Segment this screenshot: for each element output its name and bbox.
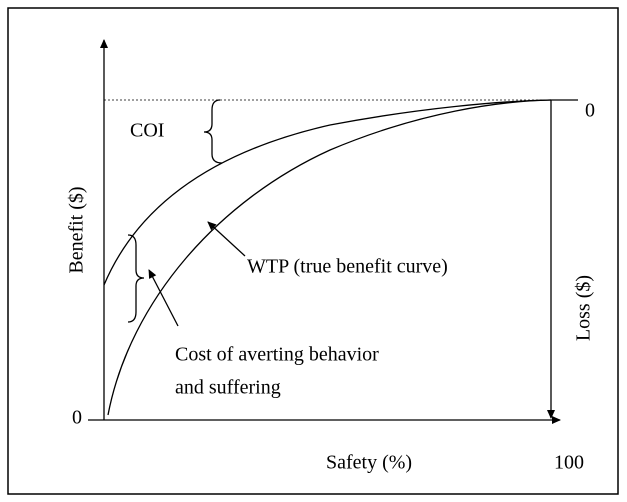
upper-curve [103, 99, 552, 286]
origin-zero: 0 [72, 407, 82, 429]
x-max-label: 100 [554, 452, 584, 474]
cost-label-1: Cost of averting behavior [175, 344, 379, 366]
cost-label-2: and suffering [175, 377, 281, 399]
wtp-pointer [207, 221, 246, 257]
coi-brace [203, 99, 223, 164]
loss-axis-label: Loss ($) [573, 275, 595, 341]
coi-label: COI [130, 120, 164, 142]
cost-pointer [148, 269, 179, 327]
cost-brace [127, 234, 145, 323]
wtp-curve [107, 99, 552, 416]
wtp-label: WTP (true benefit curve) [247, 256, 448, 278]
x-axis-label: Safety (%) [326, 452, 412, 474]
y-axis-label: Benefit ($) [66, 186, 88, 273]
frame [7, 7, 619, 495]
top-zero: 0 [585, 100, 595, 122]
